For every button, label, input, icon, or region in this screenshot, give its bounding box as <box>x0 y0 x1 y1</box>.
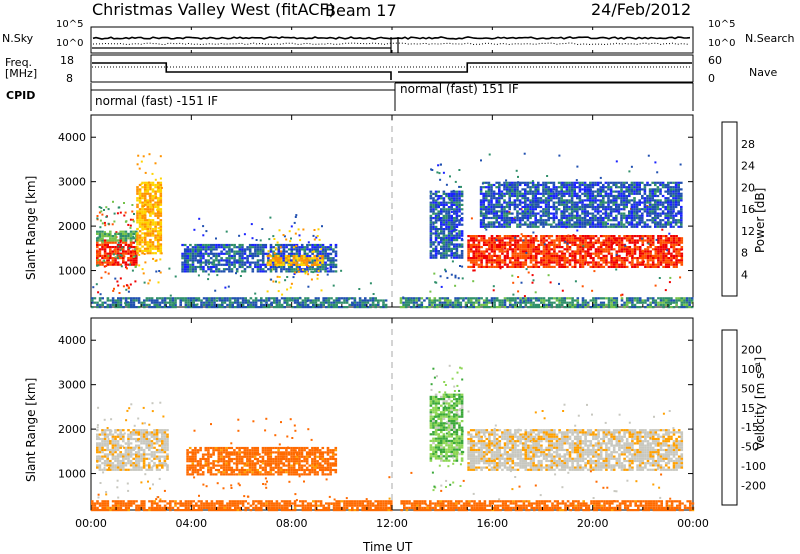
freq-label-2: [MHz] <box>5 67 38 80</box>
beam-label: Beam 17 <box>325 1 397 20</box>
nsearch-tick-top: 10^5 <box>708 19 736 30</box>
power-colorbar-tick-6: 28 <box>741 138 755 151</box>
velocity-colorbar-tick-0: 200 <box>741 343 762 356</box>
freq-label-1: Freq. <box>5 56 33 69</box>
velocity-feature-3 <box>467 403 684 501</box>
velocity-colorbar-tick-4: -15 <box>741 421 759 434</box>
nsearch-tick-bottom: 10^0 <box>708 38 736 49</box>
ytick-label-1-1: 2000 <box>58 423 86 436</box>
ytick-label-1-2: 3000 <box>58 379 86 392</box>
freq-tick-bottom: 8 <box>66 72 73 85</box>
cpid-segment-2: normal (fast) 151 IF <box>400 82 519 96</box>
date-label: 24/Feb/2012 <box>591 0 692 19</box>
cpid-label: CPID <box>6 89 36 102</box>
velocity-colorbar-tick-1: 100 <box>741 363 762 376</box>
ytick-label-0-0: 1000 <box>58 265 86 278</box>
power-feature-4 <box>266 228 324 296</box>
nsky-label: N.Sky <box>2 32 34 45</box>
velocity-colorbar-frame <box>721 329 738 506</box>
power-colorbar-tick-2: 12 <box>741 225 755 238</box>
velocity-colorbar-tick-3: 15 <box>741 402 755 415</box>
chart-title: Christmas Valley West (fitACF) <box>92 0 335 19</box>
velocity-plot <box>91 364 695 512</box>
ytick-label-0-2: 3000 <box>58 176 86 189</box>
nsearch-label: N.Search <box>745 32 795 45</box>
xtick-label-0: 00:00 <box>75 517 107 530</box>
nsky-plot <box>92 36 691 53</box>
velocity-feature-1 <box>186 417 338 505</box>
ytick-label-0-1: 2000 <box>58 220 86 233</box>
power-plot <box>91 152 694 309</box>
velocity-feature-4 <box>91 470 695 512</box>
velocity-colorbar: 200 100 50 15 -15 -50 -100 -200 <box>721 329 766 506</box>
power-feature-2 <box>136 153 163 285</box>
cpid-segment-1: normal (fast) -151 IF <box>95 94 219 108</box>
xtick-label-3: 12:00 <box>376 517 408 530</box>
velocity-feature-0 <box>96 401 169 501</box>
nave-tick-top: 60 <box>708 54 722 67</box>
xtick-label-2: 08:00 <box>276 517 308 530</box>
power-feature-5 <box>91 267 388 309</box>
power-feature-6 <box>429 163 464 288</box>
xtick-label-5: 20:00 <box>577 517 609 530</box>
nave-tick-bottom: 0 <box>708 72 715 85</box>
freq-tick-top: 18 <box>60 54 74 67</box>
power-feature-9 <box>399 268 694 309</box>
power-colorbar-tick-5: 24 <box>741 160 755 173</box>
power-feature-3 <box>181 214 338 303</box>
nsky-series <box>92 36 691 40</box>
freq-frame <box>90 54 694 83</box>
velocity-colorbar-tick-7: -200 <box>741 480 766 493</box>
power-frame <box>90 114 694 308</box>
power-feature-8 <box>479 152 683 256</box>
xtick-label-4: 16:00 <box>476 517 508 530</box>
nsearch-series <box>92 42 690 46</box>
freq-plot <box>92 62 692 80</box>
power-feature-7 <box>467 205 684 298</box>
xtick-label-1: 04:00 <box>175 517 207 530</box>
ytick-label-1-0: 1000 <box>58 468 86 481</box>
velocity-feature-2 <box>429 364 465 492</box>
power-colorbar-tick-1: 8 <box>741 247 748 260</box>
xlabel: Time UT <box>363 540 413 554</box>
power-colorbar-tick-3: 16 <box>741 203 755 216</box>
nsky-tick-bottom: 10^0 <box>56 38 84 49</box>
nsky-frame <box>90 26 694 54</box>
power-colorbar-tick-4: 20 <box>741 181 755 194</box>
xtick-label-6: 00:00 <box>677 517 709 530</box>
velocity-colorbar-tick-5: -50 <box>741 441 759 454</box>
power-colorbar-tick-0: 4 <box>741 268 748 281</box>
power-colorbar-frame <box>721 121 738 297</box>
nsky-tick-top: 10^5 <box>56 19 84 30</box>
power-colorbar: 4 8 12 16 20 24 28 <box>721 121 755 297</box>
power-feature-1 <box>96 200 138 268</box>
ytick-label-1-3: 4000 <box>58 334 86 347</box>
ytick-label-0-3: 4000 <box>58 131 86 144</box>
velocity-colorbar-tick-6: -100 <box>741 460 766 473</box>
freq-series <box>92 62 692 80</box>
nave-label: Nave <box>749 66 778 79</box>
velocity-frame <box>90 317 694 511</box>
velocity-colorbar-tick-2: 50 <box>741 382 755 395</box>
axes-ticks: 1000 2000 3000 4000 1000 2000 3000 4000 00:00 04:… <box>58 27 709 530</box>
